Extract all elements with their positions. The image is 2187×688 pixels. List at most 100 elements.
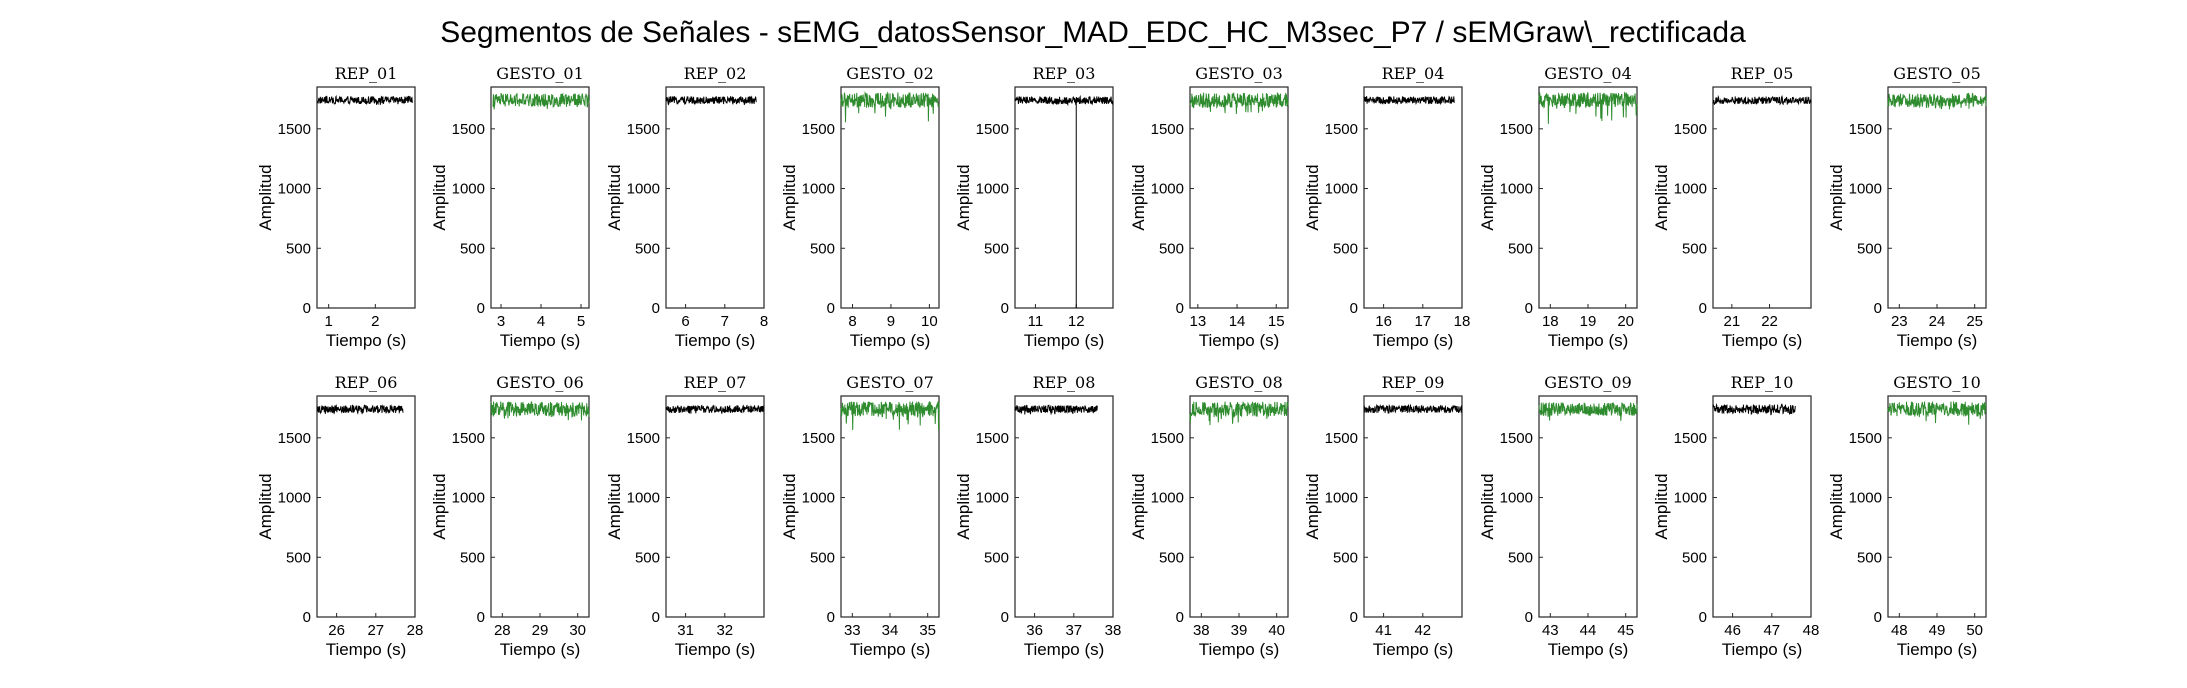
x-axis-label: Tiempo (s) — [850, 331, 931, 350]
y-axis-label: Amplitud — [780, 473, 799, 539]
y-tick-label: 1500 — [802, 121, 835, 138]
x-tick-label: 2 — [371, 313, 379, 330]
x-tick-label: 27 — [367, 622, 384, 639]
signal-trace — [840, 400, 940, 431]
y-tick-label: 1000 — [1500, 490, 1533, 507]
x-axis-label: Tiempo (s) — [850, 640, 931, 659]
x-tick-label: 24 — [1929, 313, 1946, 330]
signal-trace — [1189, 92, 1289, 115]
y-axis-label: Amplitud — [1478, 473, 1497, 539]
y-tick-label: 500 — [1857, 549, 1882, 566]
axes-frame — [665, 395, 765, 618]
y-axis-label: Amplitud — [954, 164, 973, 230]
x-tick-label: 18 — [1542, 313, 1559, 330]
y-tick-label: 500 — [1682, 240, 1707, 257]
x-axis-label: Tiempo (s) — [1897, 331, 1978, 350]
x-tick-label: 48 — [1803, 622, 1820, 639]
signal-trace — [665, 95, 757, 106]
y-tick-label: 1000 — [802, 490, 835, 507]
axes-frame — [1189, 395, 1289, 618]
y-tick-label: 0 — [1350, 300, 1358, 317]
signal-trace — [1887, 92, 1987, 110]
y-tick-label: 0 — [652, 609, 660, 626]
x-axis-label: Tiempo (s) — [1548, 331, 1629, 350]
signal-trace — [665, 404, 765, 414]
y-tick-label: 1500 — [1849, 121, 1882, 138]
subplot-title: GESTO_06 — [496, 373, 584, 392]
y-tick-label: 0 — [1874, 300, 1882, 317]
x-tick-label: 48 — [1891, 622, 1908, 639]
axes-frame — [840, 395, 940, 618]
x-tick-label: 34 — [882, 622, 899, 639]
x-tick-label: 3 — [497, 313, 505, 330]
y-tick-label: 1000 — [278, 490, 311, 507]
y-tick-label: 1500 — [1674, 121, 1707, 138]
x-tick-label: 18 — [1454, 313, 1471, 330]
signal-trace — [316, 94, 414, 106]
axes-frame — [1887, 395, 1987, 618]
x-tick-label: 16 — [1375, 313, 1392, 330]
x-tick-label: 28 — [407, 622, 424, 639]
x-tick-label: 38 — [1193, 622, 1210, 639]
x-tick-label: 8 — [760, 313, 768, 330]
signal-trace — [1189, 401, 1289, 426]
y-tick-label: 0 — [1699, 609, 1707, 626]
axes-frame — [1712, 86, 1812, 309]
y-axis-label: Amplitud — [256, 473, 275, 539]
y-tick-label: 0 — [477, 609, 485, 626]
signal-trace — [1363, 403, 1463, 414]
y-axis-label: Amplitud — [1652, 473, 1671, 539]
signal-trace — [840, 91, 940, 123]
y-axis-label: Amplitud — [780, 164, 799, 230]
y-tick-label: 0 — [1525, 300, 1533, 317]
y-tick-label: 1500 — [802, 430, 835, 447]
x-tick-label: 21 — [1724, 313, 1741, 330]
y-tick-label: 1000 — [1325, 181, 1358, 198]
subplot-title: REP_06 — [335, 373, 398, 392]
axes-frame — [490, 86, 590, 309]
x-tick-label: 20 — [1617, 313, 1634, 330]
x-tick-label: 10 — [921, 313, 938, 330]
y-axis-label: Amplitud — [1303, 473, 1322, 539]
x-tick-label: 28 — [494, 622, 511, 639]
signal-trace — [1363, 95, 1455, 106]
x-axis-label: Tiempo (s) — [1199, 331, 1280, 350]
x-tick-label: 41 — [1375, 622, 1392, 639]
x-tick-label: 29 — [532, 622, 549, 639]
y-tick-label: 0 — [1001, 300, 1009, 317]
x-axis-label: Tiempo (s) — [675, 331, 756, 350]
y-tick-label: 1500 — [278, 430, 311, 447]
y-axis-label: Amplitud — [605, 473, 624, 539]
x-axis-label: Tiempo (s) — [1722, 640, 1803, 659]
x-axis-label: Tiempo (s) — [1373, 331, 1454, 350]
x-tick-label: 8 — [848, 313, 856, 330]
x-axis-label: Tiempo (s) — [1199, 640, 1280, 659]
y-tick-label: 500 — [1333, 549, 1358, 566]
signal-trace — [1712, 94, 1812, 106]
subplot-title: GESTO_04 — [1544, 64, 1632, 83]
x-tick-label: 19 — [1580, 313, 1597, 330]
y-tick-label: 1000 — [627, 181, 660, 198]
y-tick-label: 1500 — [278, 121, 311, 138]
y-axis-label: Amplitud — [1827, 473, 1846, 539]
axes-frame — [1538, 86, 1638, 309]
x-tick-label: 11 — [1028, 313, 1044, 330]
y-tick-label: 1500 — [1151, 430, 1184, 447]
axes-frame — [1538, 395, 1638, 618]
y-tick-label: 500 — [1857, 240, 1882, 257]
y-axis-label: Amplitud — [1129, 164, 1148, 230]
subplot-title: GESTO_10 — [1893, 373, 1981, 392]
y-tick-label: 0 — [1176, 609, 1184, 626]
